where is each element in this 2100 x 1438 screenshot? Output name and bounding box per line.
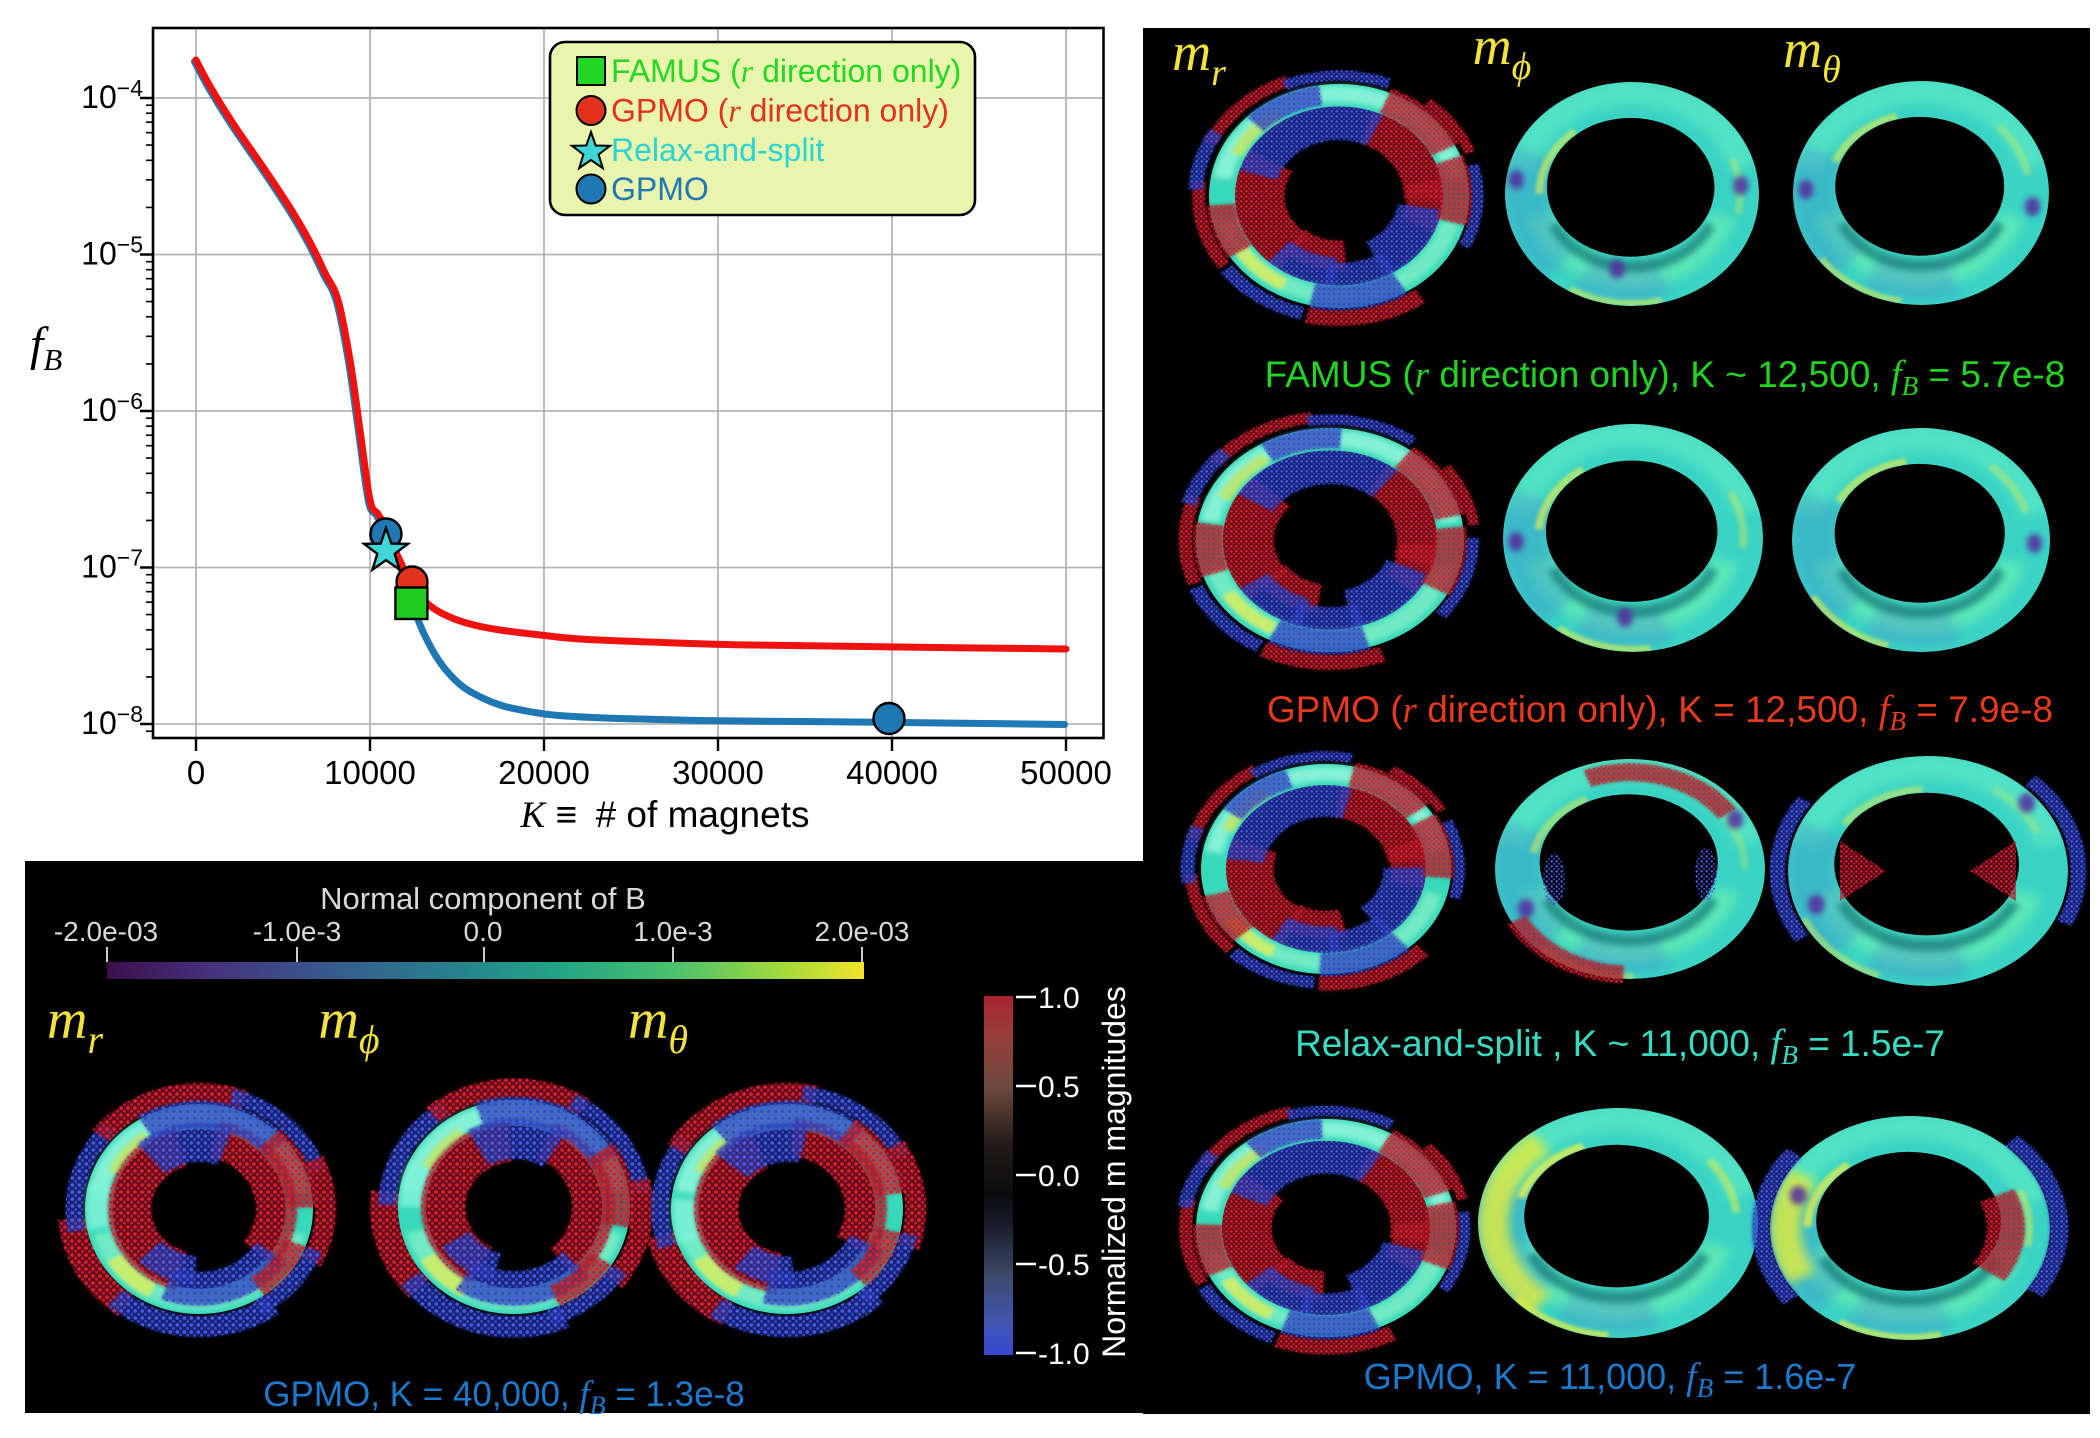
svg-text:0.0: 0.0 [464,916,503,947]
svg-text:GPMO: GPMO [611,171,709,207]
svg-text:1.0e-3: 1.0e-3 [633,916,712,947]
svg-text:-2.0e-03: -2.0e-03 [54,916,158,947]
svg-text:GPMO, K = 40,000, fB = 1.3e-8: GPMO, K = 40,000, fB = 1.3e-8 [263,1374,744,1420]
svg-text:40000: 40000 [846,754,938,791]
svg-text:50000: 50000 [1020,754,1112,791]
svg-text:Normal component of B: Normal component of B [320,881,646,916]
svg-text:mθ: mθ [628,989,688,1062]
svg-text:mr: mr [47,989,103,1062]
svg-text:-0.5: -0.5 [1038,1249,1090,1282]
svg-text:0.5: 0.5 [1038,1071,1080,1104]
svg-text:GPMO, K = 11,000, fB = 1.6e-7: GPMO, K = 11,000, fB = 1.6e-7 [1364,1356,1857,1403]
svg-text:10000: 10000 [324,754,416,791]
svg-text:fB: fB [30,318,62,377]
svg-text:2.0e-03: 2.0e-03 [815,916,910,947]
svg-text:K ≡ # of magnets: K ≡ # of magnets [520,794,810,836]
svg-text:Normalized m magnitudes: Normalized m magnitudes [1096,986,1132,1358]
svg-text:20000: 20000 [498,754,590,791]
svg-text:FAMUS (r direction only): FAMUS (r direction only) [611,53,961,89]
svg-text:1.0: 1.0 [1038,982,1080,1015]
svg-text:-1.0e-3: -1.0e-3 [253,916,342,947]
svg-text:mϕ: mϕ [318,989,379,1062]
svg-text:-1.0: -1.0 [1038,1338,1090,1371]
svg-text:GPMO (r direction only): GPMO (r direction only) [611,93,949,129]
svg-text:GPMO (r direction only), K = 1: GPMO (r direction only), K = 12,500, fB … [1267,688,2053,736]
svg-text:10−7: 10−7 [81,545,143,585]
svg-text:Relax-and-split , K ~ 11,000,: Relax-and-split , K ~ 11,000, fB = 1.5e-… [1295,1022,1945,1070]
svg-text:0.0: 0.0 [1038,1160,1080,1193]
svg-text:30000: 30000 [672,754,764,791]
svg-text:0: 0 [187,754,205,791]
svg-text:Relax-and-split: Relax-and-split [611,132,825,168]
svg-text:FAMUS (r direction only), K ~: FAMUS (r direction only), K ~ 12,500, fB… [1265,353,2066,401]
